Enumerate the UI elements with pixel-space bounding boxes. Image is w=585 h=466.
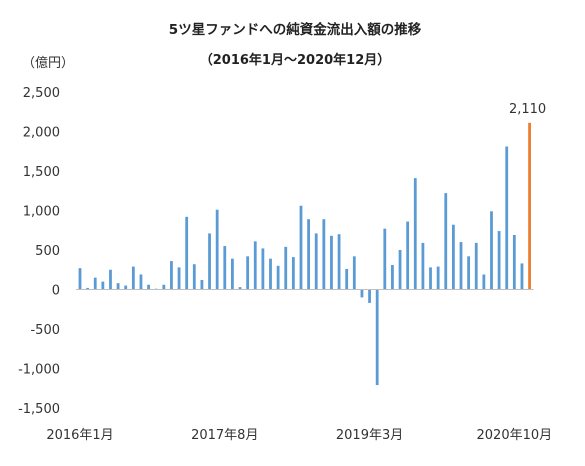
y-axis: 2,500 2,000 1,500 1,000 500 0 -500 -1,000 -1,500 bbox=[18, 86, 60, 417]
x-axis: 2016年1月 2017年8月 2019年3月 2020年10月 bbox=[46, 428, 552, 443]
bar bbox=[459, 242, 463, 290]
bar bbox=[391, 265, 394, 290]
bar bbox=[215, 209, 219, 290]
bar bbox=[505, 146, 509, 290]
bar bbox=[170, 261, 173, 290]
x-tick-label: 2020年10月 bbox=[477, 428, 553, 443]
bar bbox=[185, 216, 189, 290]
bar bbox=[368, 289, 371, 303]
bar bbox=[291, 257, 295, 290]
bar bbox=[261, 248, 265, 290]
bar bbox=[490, 211, 493, 290]
x-tick-label: 2019年3月 bbox=[336, 428, 403, 443]
y-tick-label: 0 bbox=[52, 284, 60, 299]
x-tick-label: 2017年8月 bbox=[191, 428, 258, 443]
y-tick-label: 500 bbox=[35, 244, 60, 259]
latest-value-label: 2,110 bbox=[509, 102, 546, 117]
bar bbox=[284, 246, 288, 290]
bar bbox=[192, 264, 196, 290]
bar bbox=[109, 269, 112, 290]
bar bbox=[223, 246, 227, 290]
bar bbox=[124, 285, 128, 290]
bar bbox=[147, 284, 150, 290]
bar bbox=[162, 284, 166, 290]
x-tick-label: 2016年1月 bbox=[46, 428, 113, 443]
bar bbox=[139, 274, 143, 290]
bar bbox=[345, 268, 349, 290]
bar bbox=[177, 267, 181, 290]
bar bbox=[413, 178, 417, 290]
bar bbox=[246, 256, 250, 290]
bar bbox=[86, 287, 90, 290]
bar bbox=[269, 258, 272, 290]
bar bbox=[101, 281, 105, 290]
bar bbox=[253, 241, 257, 290]
bar bbox=[451, 224, 455, 290]
y-tick-label: -1,500 bbox=[18, 402, 60, 417]
bar bbox=[497, 231, 501, 290]
y-axis-unit-label: （億円） bbox=[22, 55, 74, 71]
bar bbox=[314, 233, 318, 290]
bar-series bbox=[78, 122, 531, 386]
bar bbox=[482, 274, 486, 290]
y-tick-label: 2,000 bbox=[23, 126, 60, 141]
bar bbox=[398, 250, 402, 290]
bar bbox=[444, 193, 448, 290]
y-tick-label: 1,000 bbox=[23, 205, 60, 220]
y-tick-label: 2,500 bbox=[23, 86, 60, 101]
bar bbox=[200, 280, 204, 290]
bar bbox=[520, 263, 524, 290]
y-tick-label: -500 bbox=[30, 323, 60, 338]
bar bbox=[337, 234, 341, 290]
bar-latest bbox=[528, 122, 531, 290]
bar bbox=[383, 228, 387, 290]
bar bbox=[276, 265, 280, 290]
bar bbox=[421, 242, 425, 290]
bar bbox=[93, 277, 97, 290]
bar bbox=[322, 219, 326, 290]
bar bbox=[208, 233, 211, 290]
bar bbox=[116, 283, 120, 290]
bar bbox=[474, 242, 478, 290]
chart-title: 5ツ星ファンドへの純資金流出入額の推移 bbox=[169, 21, 422, 38]
bar bbox=[429, 267, 432, 290]
bar bbox=[467, 256, 471, 290]
bar bbox=[352, 256, 356, 290]
bar bbox=[238, 287, 242, 290]
bar bbox=[131, 266, 135, 290]
chart-subtitle: （2016年1月～2020年12月） bbox=[200, 52, 391, 68]
y-tick-label: 1,500 bbox=[23, 165, 60, 180]
bar bbox=[436, 266, 440, 290]
bar bbox=[360, 289, 364, 298]
bar bbox=[78, 268, 82, 290]
bar bbox=[512, 234, 516, 290]
bar bbox=[406, 221, 410, 290]
bar bbox=[375, 289, 379, 386]
bar bbox=[231, 258, 234, 290]
bar bbox=[330, 235, 333, 290]
bar bbox=[299, 205, 303, 290]
bar bbox=[307, 219, 310, 290]
y-tick-label: -1,000 bbox=[18, 363, 60, 378]
